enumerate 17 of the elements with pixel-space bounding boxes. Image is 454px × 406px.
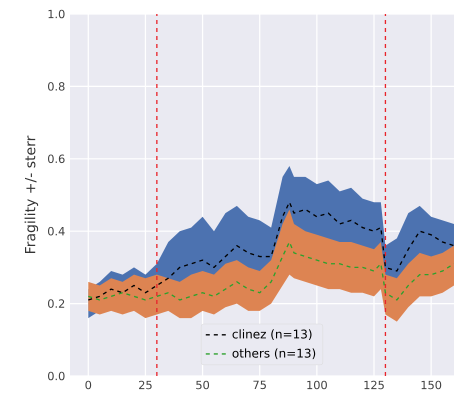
line-series [88,202,454,301]
y-tick-label: 0.4 [48,226,65,236]
y-tick-label: 1.0 [48,10,65,18]
y-tick-label: 0.0 [48,372,65,380]
x-tick-label: 150 [422,380,442,390]
y-tick-label: 0.8 [48,82,65,91]
legend-label: others (n=13) [232,348,316,360]
y-tick-label: 0.2 [48,299,64,308]
x-tick-label: 25 [139,380,152,390]
x-tick-label: 0 [85,380,92,390]
x-tick-label: 125 [364,380,384,390]
x-tick-label: 50 [196,380,210,390]
x-tick-label: 100 [307,380,327,390]
x-tick-label: 75 [253,380,266,390]
legend-label: clinez (n=13) [232,329,312,340]
y-tick-label: 0.6 [48,154,65,164]
y-axis-title: Fragility +/- sterr [24,136,38,253]
